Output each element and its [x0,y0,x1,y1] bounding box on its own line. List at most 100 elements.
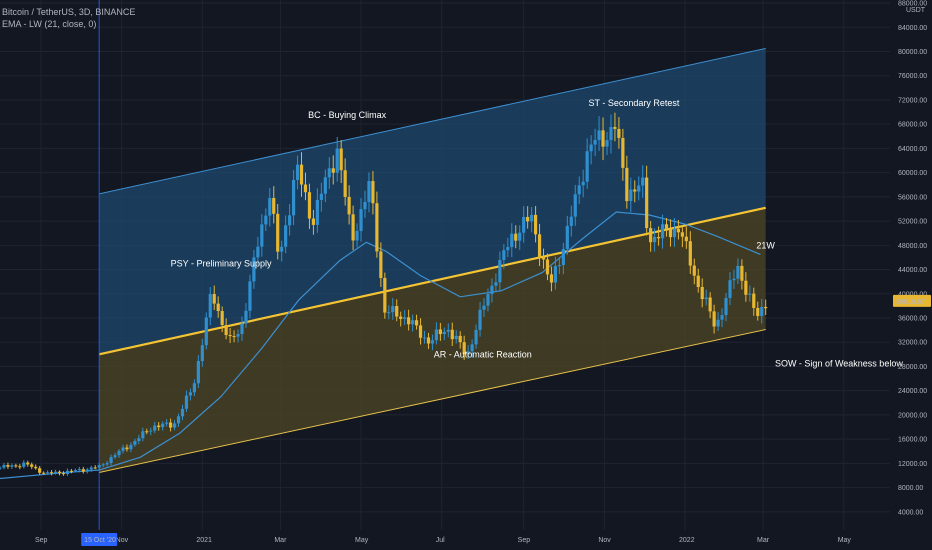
candle-body [113,455,117,458]
candle-body [676,228,681,233]
candle-body [291,179,296,216]
chart-legend: Bitcoin / TetherUS, 3D, BINANCE EMA - LW… [2,6,135,30]
candle-body [224,324,228,335]
candle-body [720,315,724,320]
candle-body [204,317,208,346]
candle-body [450,329,454,340]
candle-body [526,216,530,222]
price-tick-label: 4000.00 [898,509,923,516]
price-tick-label: 60000.00 [898,170,927,177]
candle-body [645,177,649,229]
candle-body [418,325,423,338]
candle-body [696,275,700,287]
candle-body [764,306,768,309]
candle-body [355,230,359,241]
candle-body [712,311,716,327]
candle-body [672,228,677,238]
candle-body [46,472,50,474]
candle-body [617,128,621,138]
candle-body [53,471,58,474]
candle-body [149,430,153,432]
candle-body [18,466,22,468]
candle-body [391,306,395,313]
channel-lower-line [99,329,766,473]
candle-body [176,416,181,424]
annotation-layer: BC - Buying Climax ST - Secondary Retest P… [171,98,904,368]
channel-upper-line [99,47,766,195]
candle-body [240,323,244,335]
candle-body [466,351,470,355]
quote-unit-label: USDT [906,7,926,14]
candle-body [569,216,573,226]
price-tick-label: 56000.00 [898,194,927,201]
candle-body [299,164,304,185]
time-tick-label: 2022 [679,537,695,544]
candle-body [581,181,585,186]
candle-body [248,281,252,311]
candle-body [319,193,323,200]
time-tick-label: Nov [598,537,611,544]
candle-body [57,471,62,474]
candle-body [264,215,268,225]
candle-body [414,320,419,326]
candle-body [89,467,93,470]
candle-body [656,236,661,239]
candle-body [522,216,526,233]
candle-body [585,151,589,182]
symbol-title[interactable]: Bitcoin / TetherUS, 3D, BINANCE [2,7,136,17]
candle-body [510,233,514,248]
candle-body [295,164,300,180]
candle-body [133,441,137,445]
candle-body [117,450,121,456]
candle-body [752,293,756,308]
last-price-label: 38819.87 [896,299,925,306]
candle-body [256,246,260,258]
candle-body [684,236,688,242]
candle-body [625,167,629,202]
candle-body [403,317,407,319]
candle-body [411,320,415,325]
time-tick-label: Mar [757,537,770,544]
candle-body [629,189,633,202]
candle-body [30,464,34,467]
crosshair-date-badge [81,533,118,546]
candle-body [81,469,85,472]
candle-body [692,265,696,276]
candle-body [422,337,427,339]
candle-body [192,383,196,393]
candle-body [760,306,764,317]
candle-body [430,340,435,344]
candle-body [708,297,712,312]
candle-body [426,337,431,344]
candle-body [2,465,6,468]
candle-body [93,467,97,469]
candle-body [605,140,609,147]
candle-body [212,294,216,304]
candle-body [161,423,165,428]
candle-body [97,465,101,468]
candle-body [649,228,653,243]
candle-body [474,329,478,345]
indicator-title[interactable]: EMA - LW (21, close, 0) [2,19,97,29]
annotation-label: BC - Buying Climax [308,110,387,120]
candle-body [660,224,665,239]
candle-body [514,233,518,241]
time-tick-label: Nov [116,537,129,544]
price-axis[interactable]: USDT 4000.00 8000.00 12000.00 16000.00 20000.… [893,1,931,517]
candle-body [748,293,752,295]
candle-body [383,277,387,313]
candle-body [597,130,601,140]
candle-body [6,465,10,467]
price-tick-label: 64000.00 [898,146,927,153]
candle-body [272,198,276,214]
candle-body [593,139,597,145]
candle-body [732,278,736,281]
candlestick-series [0,112,768,476]
candle-body [61,473,66,475]
time-axis[interactable]: Sep Nov 2021 Mar May Jul Sep Nov 2022 Mar May 15 Oc… [35,533,851,546]
candle-body [276,213,280,252]
candle-body [85,469,89,472]
candle-body [208,294,212,318]
candle-body [530,214,534,222]
